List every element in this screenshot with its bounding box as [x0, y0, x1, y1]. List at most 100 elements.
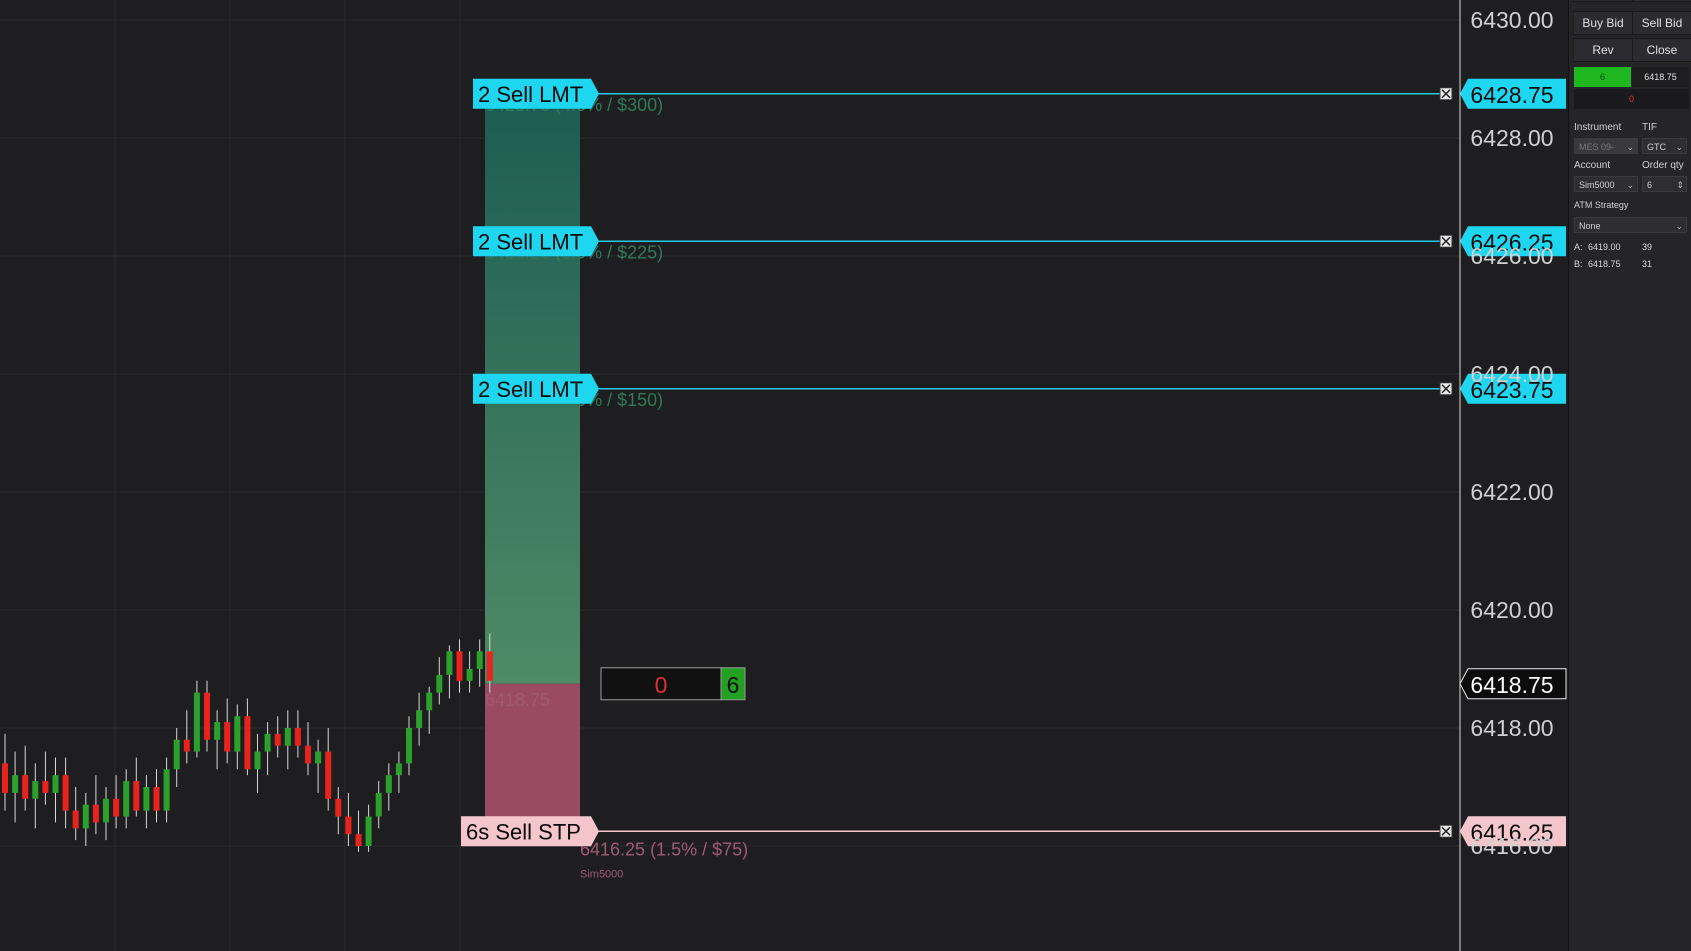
- order-price-text: 6428.75: [1470, 82, 1553, 108]
- close-order-icon-glyph: [1441, 826, 1451, 836]
- order-price-flag[interactable]: [1460, 816, 1566, 847]
- candle-body: [244, 716, 251, 770]
- order-qty-stepper[interactable]: 6 ⇕: [1642, 176, 1687, 192]
- price-tick-label: 6422.00: [1470, 479, 1553, 505]
- order-price-flag[interactable]: [1460, 78, 1566, 109]
- candle-body: [133, 781, 140, 811]
- candle-body: [315, 751, 322, 764]
- candle-body: [466, 669, 473, 681]
- candle-body: [274, 733, 281, 746]
- position-pnl-box[interactable]: [600, 667, 722, 701]
- order-price-flag[interactable]: [1460, 226, 1566, 257]
- unrealized-pnl: 0: [1574, 89, 1689, 109]
- price-tick-label: 6418.00: [1470, 715, 1553, 741]
- price-chart[interactable]: 6428.75 (4.5% / $300)2 Sell LMT6428.7564…: [0, 0, 1568, 951]
- candle-body: [183, 739, 190, 752]
- candle-body: [62, 775, 69, 811]
- candle-body: [173, 739, 180, 770]
- candle-body: [395, 763, 402, 776]
- order-price-flag[interactable]: [1460, 373, 1566, 404]
- order-label-text: 2 Sell LMT: [478, 82, 583, 107]
- candle-body: [264, 733, 271, 752]
- candle-body: [72, 810, 79, 829]
- sell-bid-button[interactable]: Sell Bid: [1632, 11, 1691, 35]
- candle-body: [385, 775, 392, 793]
- ask-size: 39: [1642, 242, 1653, 252]
- chevron-down-icon: ⌄: [1626, 180, 1634, 190]
- sell-ask-button-partial[interactable]: [1632, 0, 1691, 2]
- account-select[interactable]: Sim5000 ⌄: [1574, 176, 1638, 192]
- candle-body: [375, 792, 382, 817]
- current-price-flag: [1459, 668, 1567, 700]
- chevron-down-icon: ⌄: [1626, 142, 1634, 152]
- position-pnl-text: 0: [655, 672, 668, 698]
- current-price-text: 6418.75: [1470, 672, 1553, 698]
- order-levels: 6428.75 (4.5% / $300)2 Sell LMT6428.7564…: [0, 78, 1566, 880]
- order-price-text: 6423.75: [1470, 377, 1553, 403]
- chart-grid: [0, 0, 1460, 951]
- order-label-tag[interactable]: [473, 78, 599, 109]
- price-tick-label: 6426.00: [1470, 243, 1553, 269]
- order-price-text: 6416.25: [1470, 819, 1553, 845]
- candle-body: [42, 781, 49, 793]
- order-qty-label: Order qty: [1642, 160, 1684, 171]
- reverse-button[interactable]: Rev: [1573, 38, 1633, 62]
- close-order-icon-glyph: [1441, 236, 1451, 246]
- tif-select[interactable]: GTC ⌄: [1642, 138, 1687, 154]
- candle-body: [32, 781, 39, 799]
- stop-zone: [485, 683, 580, 832]
- stepper-arrows-icon[interactable]: ⇕: [1676, 180, 1684, 190]
- close-order-icon-glyph: [1441, 89, 1451, 99]
- candle-body: [486, 651, 493, 681]
- candle-body: [335, 798, 342, 817]
- position-qty-box[interactable]: [720, 667, 746, 701]
- candle-body: [2, 763, 8, 793]
- instrument-select[interactable]: MES 09- ⌄: [1574, 138, 1638, 154]
- atm-strategy-label: ATM Strategy: [1574, 200, 1629, 210]
- candle-body: [406, 728, 412, 764]
- candlestick-series: [2, 633, 493, 852]
- buy-ask-button-partial[interactable]: [1573, 0, 1633, 2]
- candle-body: [123, 781, 130, 817]
- entry-price-text: 6418.75: [485, 690, 550, 710]
- candle-body: [234, 716, 241, 752]
- price-tick-label: 6416.00: [1470, 833, 1553, 859]
- candle-body: [365, 816, 372, 846]
- ask-price: 6419.00: [1588, 242, 1621, 252]
- position-average-price: 6418.75: [1632, 67, 1689, 87]
- candle-body: [193, 692, 200, 752]
- buy-bid-button[interactable]: Buy Bid: [1573, 11, 1633, 35]
- bid-size: 31: [1642, 259, 1653, 269]
- candle-body: [345, 816, 352, 835]
- order-entry-panel: Buy Bid Sell Bid Rev Close 6 6418.75 0 I…: [1568, 0, 1691, 951]
- candle-body: [224, 722, 231, 752]
- order-label-tag[interactable]: [473, 226, 599, 257]
- order-qty-value: 6: [1647, 180, 1653, 190]
- order-zones: [485, 93, 580, 832]
- order-label-text: 2 Sell LMT: [478, 377, 583, 402]
- close-position-button[interactable]: Close: [1632, 38, 1691, 62]
- instrument-label: Instrument: [1574, 122, 1622, 133]
- price-tick-label: 6420.00: [1470, 597, 1553, 623]
- price-axis[interactable]: 6430.00 6428.00 6426.00 6424.00 6422.00 6420.…: [1459, 0, 1567, 951]
- chevron-down-icon: ⌄: [1675, 221, 1683, 231]
- tif-label: TIF: [1642, 122, 1657, 133]
- order-label-tag[interactable]: [473, 373, 599, 404]
- candle-body: [416, 710, 423, 728]
- account-label: Account: [1574, 160, 1611, 171]
- ask-label: A:: [1574, 242, 1583, 252]
- atm-strategy-select[interactable]: None ⌄: [1574, 217, 1687, 233]
- candle-body: [143, 787, 150, 811]
- candle-body: [153, 787, 160, 811]
- order-label-tag[interactable]: [461, 816, 599, 847]
- atm-strategy-value: None: [1579, 221, 1601, 231]
- stop-order[interactable]: 6416.25 (1.5% / $75) Sim5000 6s Sell STP 64…: [461, 816, 1566, 880]
- order-price-text: 6426.25: [1470, 229, 1553, 255]
- candle-body: [204, 692, 210, 740]
- candle-body: [254, 751, 261, 770]
- candle-body: [22, 775, 29, 799]
